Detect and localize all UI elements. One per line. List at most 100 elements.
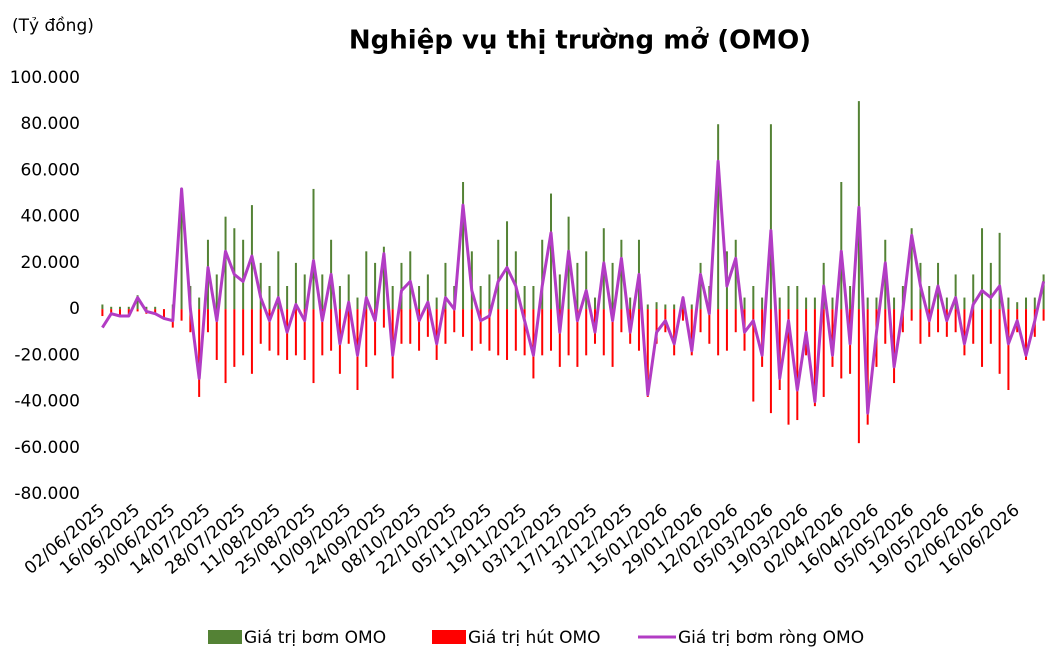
- bar: [708, 309, 711, 344]
- bar: [602, 309, 605, 356]
- bar: [981, 309, 984, 367]
- bar: [426, 274, 429, 310]
- bar: [136, 309, 139, 312]
- bar: [382, 309, 385, 328]
- bar: [664, 304, 667, 310]
- bar: [312, 188, 315, 310]
- line: [101, 159, 1046, 415]
- bar: [303, 274, 306, 310]
- bar: [435, 309, 438, 360]
- y-tick-label: 60.000: [21, 160, 80, 180]
- bar: [857, 309, 860, 444]
- bar: [778, 297, 781, 310]
- bar: [470, 309, 473, 351]
- bar: [637, 309, 640, 351]
- bar: [321, 274, 324, 310]
- y-tick-label: -60.000: [14, 438, 80, 458]
- bar: [506, 309, 509, 360]
- legend-label: Giá trị hút OMO: [468, 628, 601, 648]
- bar: [585, 309, 588, 356]
- bar: [558, 274, 561, 310]
- bar: [488, 309, 491, 351]
- bar: [242, 309, 245, 356]
- bar: [954, 274, 957, 310]
- bar: [752, 309, 755, 402]
- bar: [462, 182, 465, 310]
- bar: [752, 286, 755, 310]
- bar: [233, 228, 236, 310]
- bar: [127, 306, 130, 310]
- bar: [893, 297, 896, 310]
- bar: [717, 309, 720, 356]
- y-tick-label: 20.000: [21, 253, 80, 273]
- bar: [884, 309, 887, 344]
- bar: [919, 309, 922, 344]
- bar: [1007, 309, 1010, 390]
- bar: [857, 101, 860, 310]
- bar: [576, 262, 579, 310]
- chart-title: Nghiệp vụ thị trường mở (OMO): [349, 25, 811, 56]
- bar: [382, 246, 385, 310]
- bar: [1042, 309, 1045, 321]
- bar: [400, 309, 403, 344]
- bar: [655, 302, 658, 310]
- bar: [937, 309, 940, 333]
- bar: [259, 262, 262, 310]
- bar: [963, 297, 966, 310]
- bar: [796, 309, 799, 421]
- bar: [136, 295, 139, 310]
- bar: [391, 286, 394, 310]
- bar: [769, 309, 772, 414]
- bar: [321, 309, 324, 356]
- bar: [330, 309, 333, 351]
- bar: [479, 309, 482, 344]
- bar: [233, 309, 236, 367]
- legend-label: Giá trị bơm OMO: [244, 628, 386, 648]
- bar: [910, 228, 913, 310]
- bar: [963, 309, 966, 356]
- bar: [444, 262, 447, 310]
- bar: [206, 309, 209, 333]
- bar: [497, 239, 500, 310]
- bar: [734, 309, 737, 333]
- bar: [954, 309, 957, 333]
- bar: [444, 309, 447, 344]
- bar: [154, 306, 157, 310]
- bar: [972, 309, 975, 344]
- bar: [488, 274, 491, 310]
- bar: [813, 297, 816, 310]
- bar: [286, 309, 289, 360]
- bar: [866, 309, 869, 425]
- bar: [629, 297, 632, 310]
- bar: [787, 309, 790, 425]
- bar: [928, 286, 931, 310]
- bar: [101, 309, 104, 317]
- bar: [840, 309, 843, 379]
- bar: [805, 297, 808, 310]
- unit-label: (Tỷ đồng): [12, 15, 94, 36]
- bar: [268, 309, 271, 351]
- bar: [998, 232, 1001, 310]
- y-tick-label: 80.000: [21, 114, 80, 134]
- legend-swatch: [208, 630, 242, 644]
- bar: [180, 188, 183, 310]
- bar: [989, 309, 992, 344]
- bar: [215, 274, 218, 310]
- bar: [198, 297, 201, 310]
- bar: [550, 309, 553, 351]
- bar: [435, 297, 438, 310]
- bar: [981, 228, 984, 310]
- bar: [286, 286, 289, 310]
- bar: [145, 306, 148, 310]
- bar: [910, 309, 913, 321]
- bar: [849, 286, 852, 310]
- bar: [901, 309, 904, 333]
- bar: [479, 286, 482, 310]
- bar: [532, 286, 535, 310]
- bar: [110, 309, 113, 314]
- bar: [646, 309, 649, 397]
- bar: [822, 309, 825, 397]
- bar: [611, 262, 614, 310]
- bar: [453, 309, 456, 333]
